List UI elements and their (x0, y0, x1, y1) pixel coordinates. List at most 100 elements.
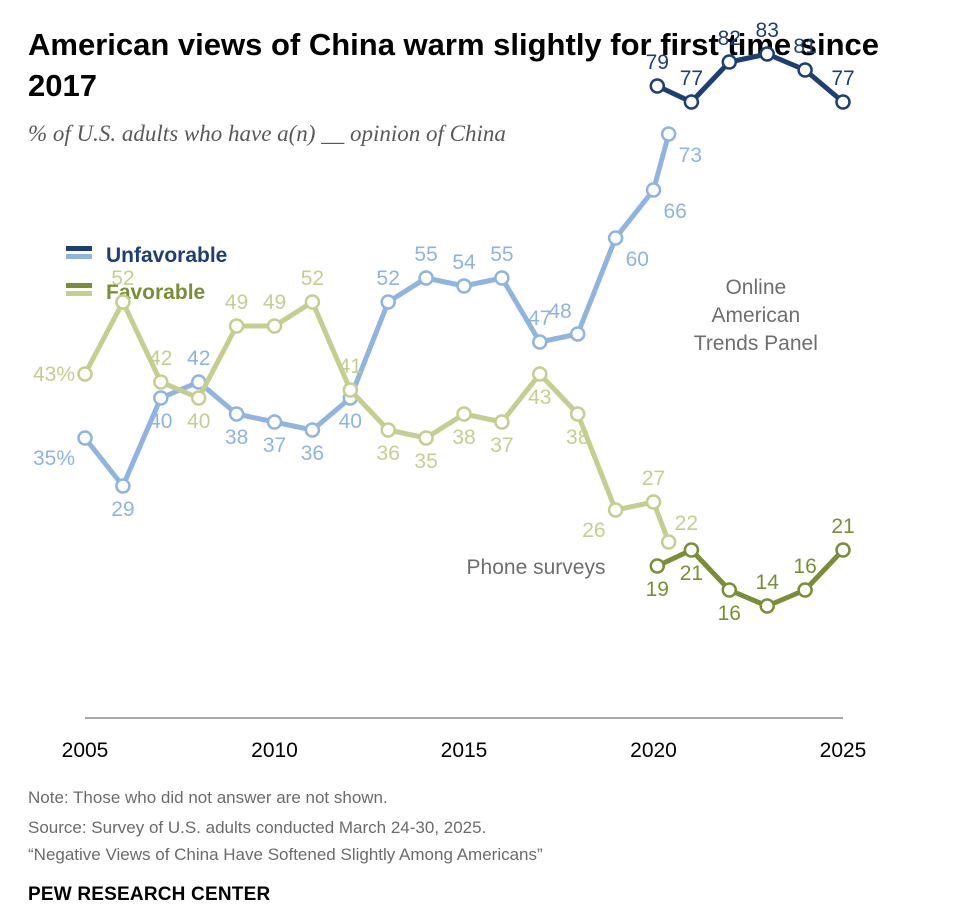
annotation-online: American (711, 304, 800, 327)
data-point (660, 534, 677, 550)
data-point (494, 270, 510, 286)
data-label: 77 (680, 67, 703, 90)
data-label: 29 (111, 498, 134, 521)
chart-title: American views of China warm slightly fo… (28, 27, 880, 103)
data-label: 77 (831, 67, 854, 90)
brand-logo-text: PEW RESEARCH CENTER (28, 884, 271, 905)
data-label: 52 (377, 267, 400, 290)
data-label: 27 (642, 467, 665, 490)
data-point (266, 414, 283, 430)
data-point (380, 294, 396, 310)
data-label: 35% (33, 447, 75, 470)
data-point (494, 414, 510, 430)
data-label: 40 (187, 410, 210, 433)
data-point (649, 558, 666, 574)
data-point (649, 78, 666, 94)
x-tick-label: 2015 (441, 739, 488, 762)
data-label: 40 (149, 410, 172, 433)
data-point (721, 54, 738, 70)
data-label: 36 (301, 442, 324, 465)
data-point (304, 422, 321, 438)
data-label: 49 (263, 291, 286, 314)
legend-swatch-dark (66, 283, 92, 288)
x-tick-label: 2005 (62, 739, 109, 762)
data-point (759, 46, 775, 62)
data-point (228, 406, 245, 422)
data-point (660, 126, 677, 142)
legend-label-favorable: Favorable (106, 281, 205, 304)
legend-swatch-light (66, 254, 92, 259)
x-tick-label: 2025 (820, 739, 867, 762)
data-label: 42 (149, 347, 172, 370)
data-label: 35 (414, 450, 437, 473)
data-label: 52 (111, 267, 134, 290)
data-label: 49 (225, 291, 248, 314)
data-point (797, 582, 813, 598)
data-label: 21 (831, 515, 854, 538)
data-point (115, 294, 131, 310)
data-point (304, 294, 321, 310)
data-point (797, 62, 813, 78)
annotation-online: Trends Panel (694, 332, 818, 355)
data-label: 52 (301, 267, 324, 290)
data-label: 66 (664, 200, 687, 223)
annotation-phone: Phone surveys (467, 556, 606, 579)
report-title-text: “Negative Views of China Have Softened S… (28, 845, 543, 864)
data-point (607, 230, 624, 246)
line-chart: 2005 2010 2015 2020 2025 Unfavorable Favorabl… (33, 19, 867, 762)
legend-swatch-light (66, 291, 92, 296)
x-tick-label: 2010 (251, 739, 298, 762)
data-label: 79 (646, 51, 669, 74)
data-label: 38 (452, 426, 475, 449)
legend-label-unfavorable: Unfavorable (106, 244, 227, 267)
data-point (835, 542, 851, 558)
data-label: 83 (756, 19, 779, 42)
data-label: 41 (339, 355, 362, 378)
data-point (153, 374, 169, 390)
data-label: 40 (339, 410, 362, 433)
data-label: 22 (675, 512, 698, 535)
data-point (645, 494, 662, 510)
data-point (645, 182, 662, 198)
data-label: 16 (718, 602, 741, 625)
data-point (190, 390, 207, 406)
data-label: 21 (680, 562, 703, 585)
data-point (683, 542, 700, 558)
x-tick-label: 2020 (630, 739, 677, 762)
legend: Unfavorable Favorable (66, 244, 227, 304)
data-point (456, 278, 472, 294)
data-label: 48 (548, 300, 571, 323)
legend-swatch-dark (66, 246, 92, 251)
data-label: 43 (528, 386, 551, 409)
data-label: 14 (756, 571, 780, 594)
data-point (456, 406, 472, 422)
data-label: 55 (414, 243, 437, 266)
data-label: 55 (490, 243, 513, 266)
data-point (607, 502, 624, 518)
data-label: 82 (718, 27, 741, 50)
data-label: 38 (225, 426, 248, 449)
data-point (115, 478, 131, 494)
data-point (532, 334, 548, 350)
data-label: 54 (452, 251, 476, 274)
data-label: 37 (490, 434, 513, 457)
data-point (266, 318, 283, 334)
data-label: 16 (793, 555, 816, 578)
chart-subtitle: % of U.S. adults who have a(n) __ opinio… (28, 121, 506, 146)
data-point (532, 366, 548, 382)
data-label: 37 (263, 434, 286, 457)
data-point (721, 582, 738, 598)
data-point (77, 430, 93, 446)
data-point (759, 598, 775, 614)
data-label: 42 (187, 347, 210, 370)
data-label: 19 (646, 578, 669, 601)
note-text: Note: Those who did not answer are not s… (28, 788, 388, 807)
data-label: 73 (679, 144, 702, 167)
data-label: 26 (582, 519, 605, 542)
data-point (380, 422, 396, 438)
data-point (569, 326, 586, 342)
data-point (418, 430, 434, 446)
legend-swatch-unfavorable (66, 246, 92, 259)
data-point (569, 406, 586, 422)
